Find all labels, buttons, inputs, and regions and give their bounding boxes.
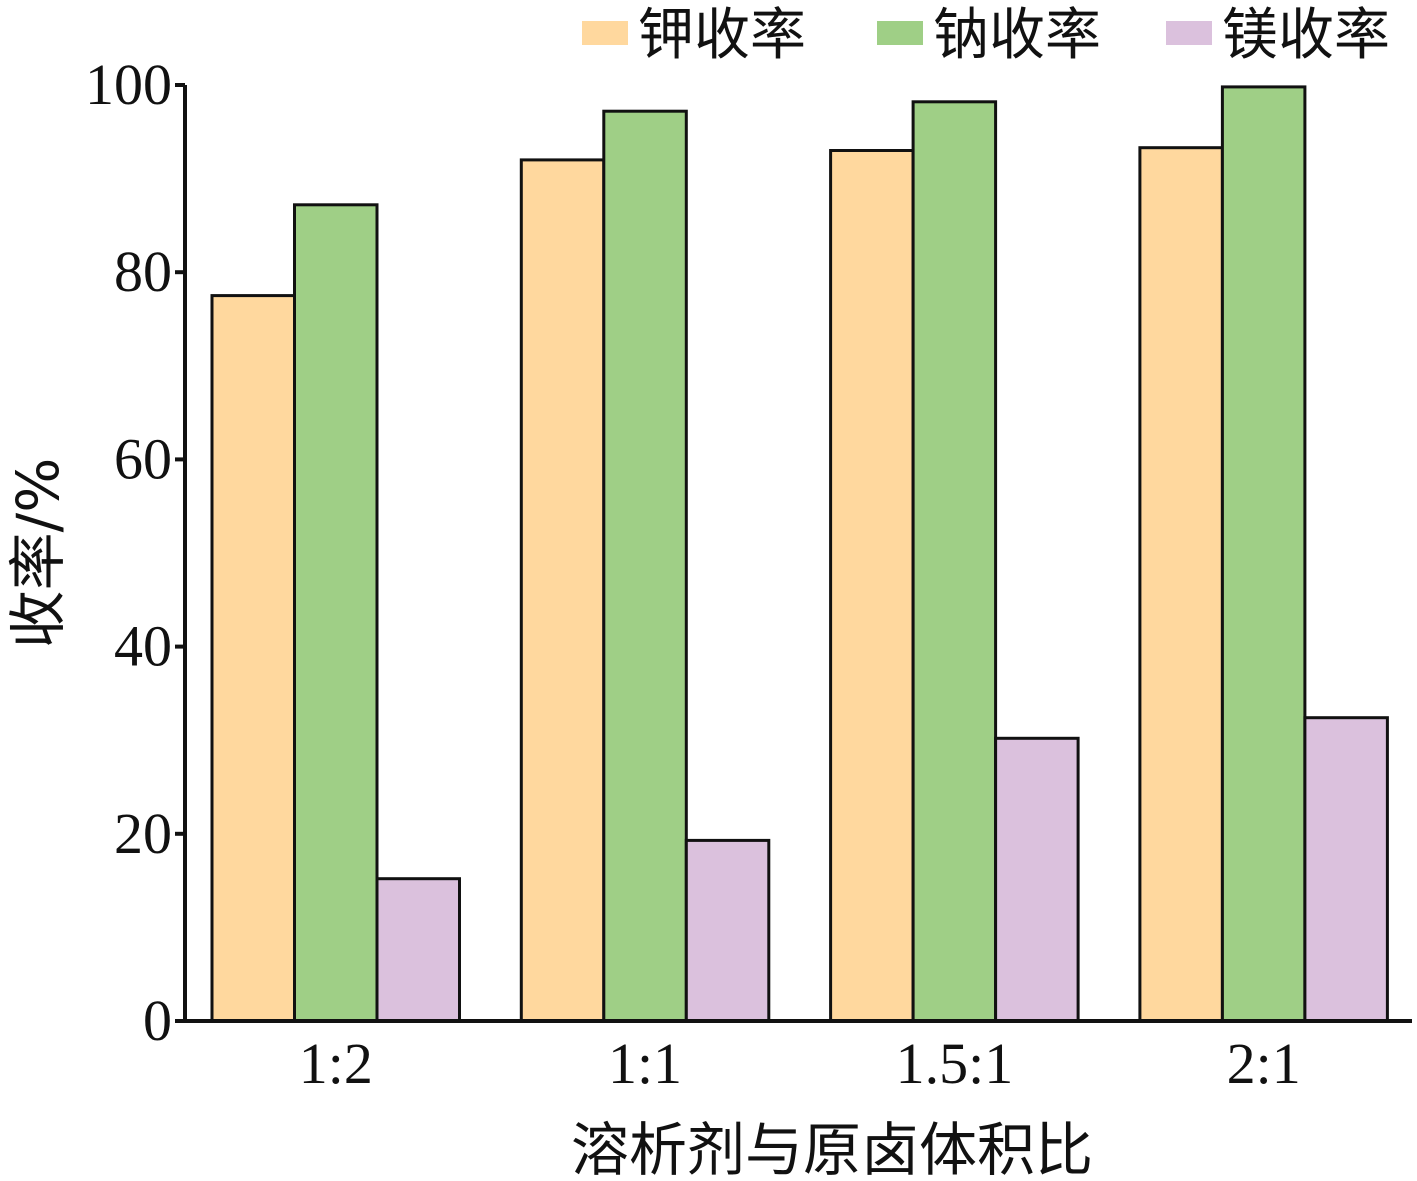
y-axis-title: 收率/% <box>4 458 72 649</box>
y-tick-label: 40 <box>114 614 172 679</box>
bar-1-5-1-series-0 <box>829 149 915 1023</box>
x-tick-label: 2:1 <box>1227 1031 1301 1096</box>
bar-1-1-series-2 <box>684 838 771 1023</box>
y-tick-label: 0 <box>143 988 172 1053</box>
legend-swatch <box>582 21 628 45</box>
bar-1-1-series-1 <box>602 109 688 1023</box>
bar-2-1-series-0 <box>1138 146 1224 1023</box>
legend-swatch <box>877 21 923 45</box>
x-axis-title: 溶析剂与原卤体积比 <box>571 1116 1093 1181</box>
bar-1-2-series-1 <box>293 203 379 1023</box>
bar-1-2-series-2 <box>375 877 461 1023</box>
y-tick-label: 60 <box>114 426 172 491</box>
axes-layer <box>183 85 1412 1023</box>
legend-label: 钾收率 <box>638 3 806 68</box>
x-ticks-layer: 1:2 1:1 1.5:1 2:1 <box>299 1031 1301 1096</box>
x-tick-label: 1:1 <box>608 1031 682 1096</box>
bar-1-2-series-0 <box>210 294 296 1023</box>
y-tick-label: 20 <box>114 801 172 866</box>
y-tick-label: 80 <box>114 239 172 304</box>
legend-label: 镁收率 <box>1222 3 1390 68</box>
bar-1-1-series-0 <box>519 158 606 1023</box>
bars-layer <box>210 85 1389 1023</box>
legend-swatch <box>1166 21 1212 45</box>
y-ticks-layer: 0 20 40 60 80 100 <box>85 52 185 1053</box>
y-tick-label: 100 <box>85 52 172 117</box>
bar-2-1-series-2 <box>1303 716 1389 1023</box>
bar-2-1-series-1 <box>1220 85 1307 1023</box>
x-tick-label: 1.5:1 <box>896 1031 1014 1096</box>
bar-1-5-1-series-1 <box>911 100 998 1023</box>
bar-1-5-1-series-2 <box>994 736 1080 1023</box>
x-tick-label: 1:2 <box>299 1031 373 1096</box>
legend-label: 钠收率 <box>933 3 1101 68</box>
legend: 钾收率 钠收率 镁收率 <box>582 3 1390 68</box>
